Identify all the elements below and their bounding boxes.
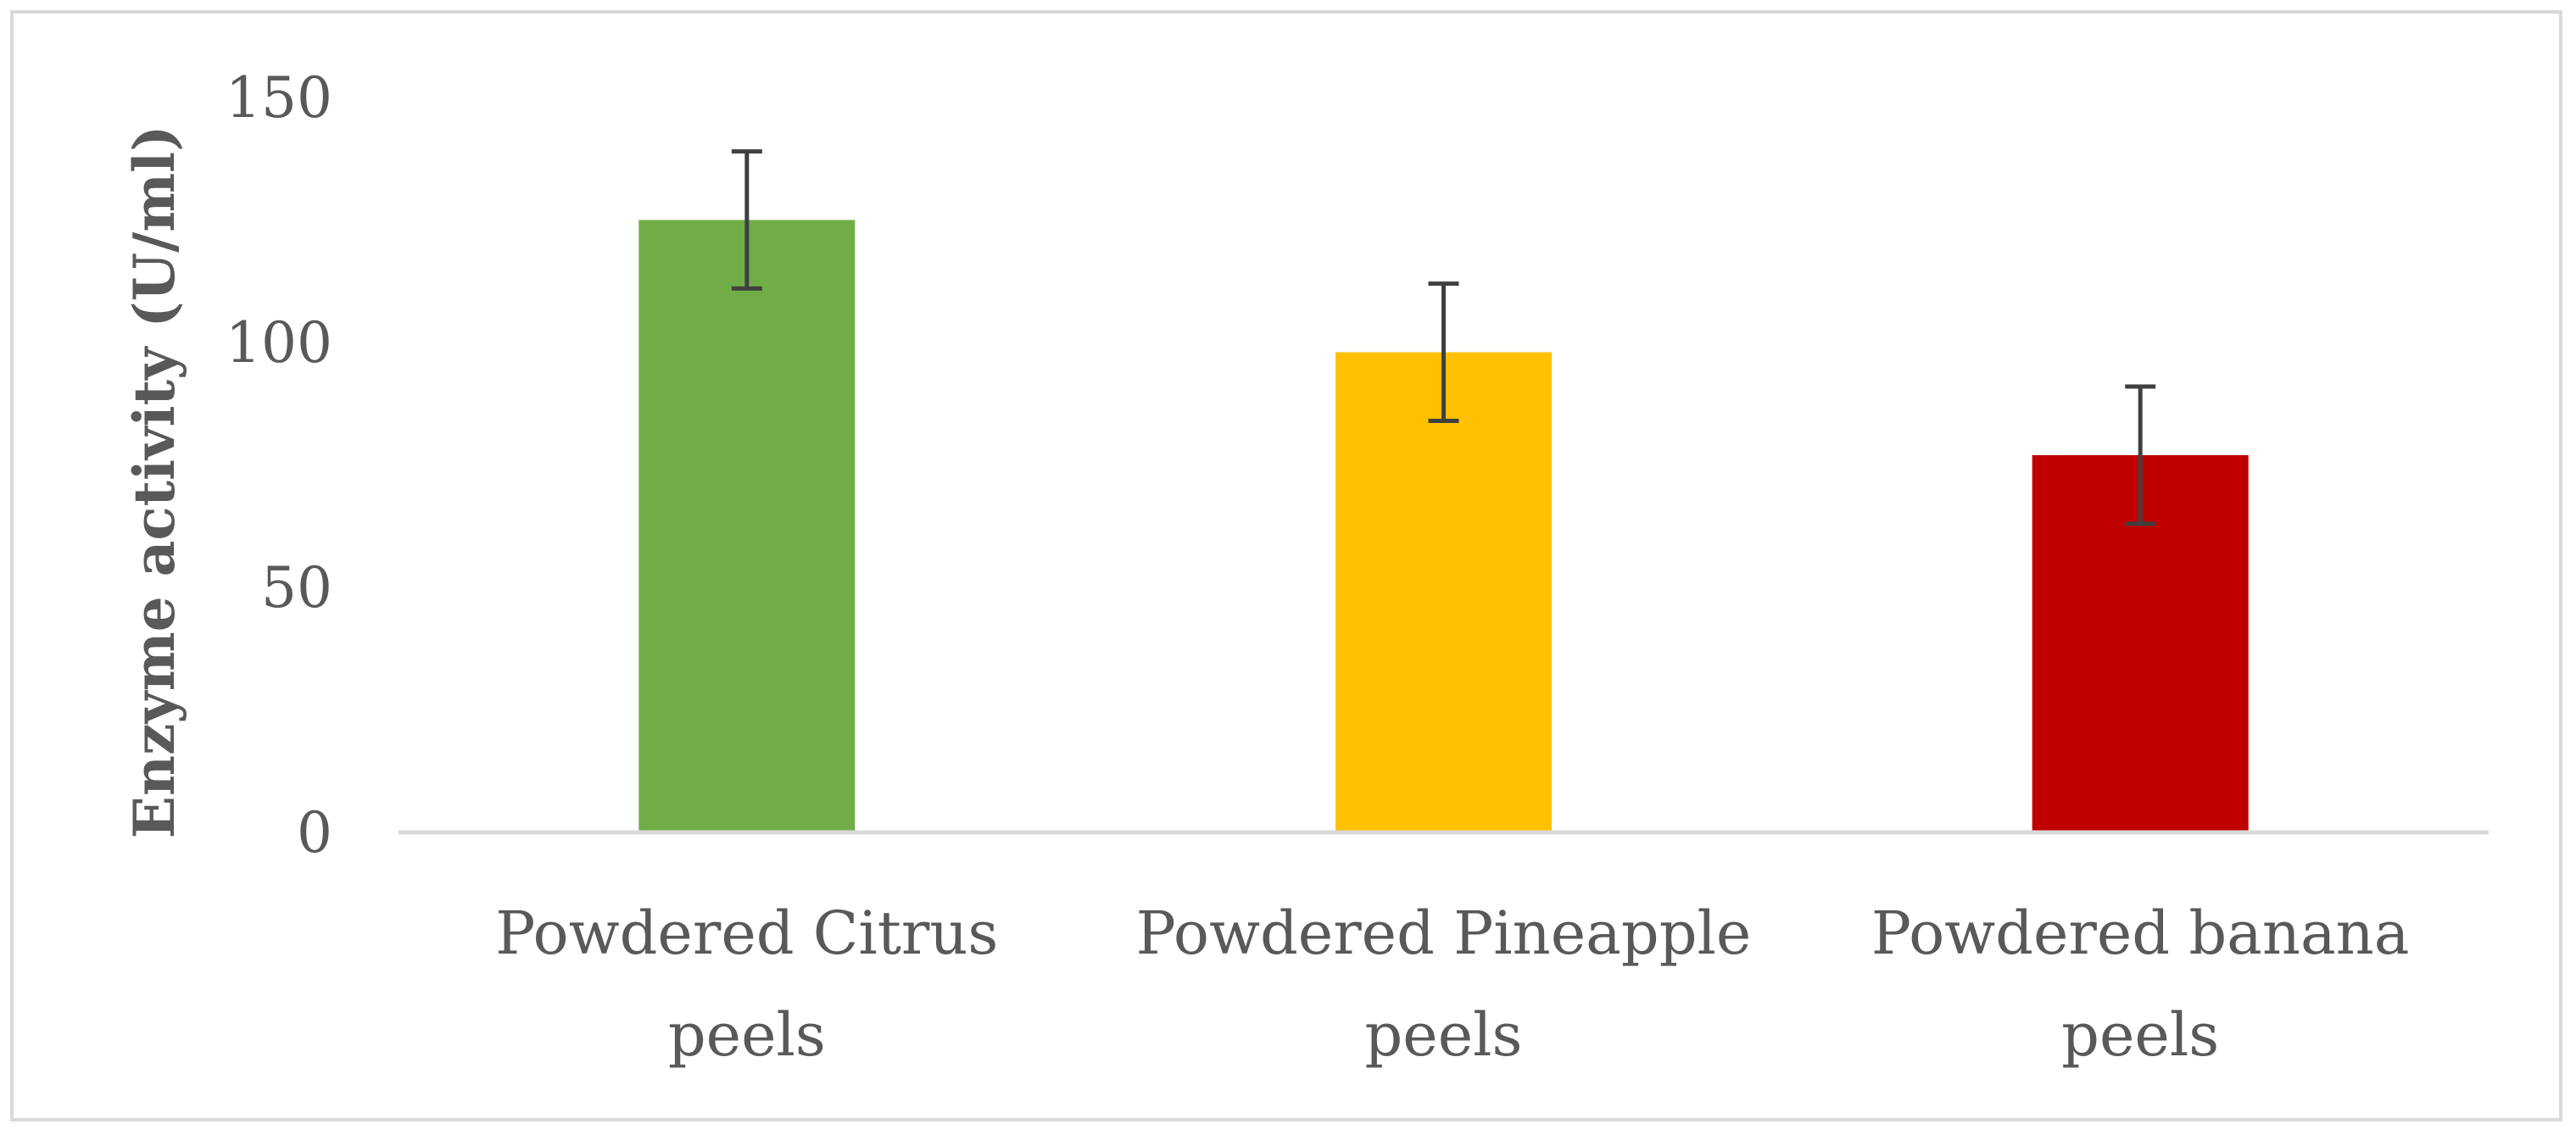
category-label-line: peels (2061, 1000, 2219, 1070)
category-label-line: peels (668, 1000, 826, 1070)
category-label: Powdered banana peels (1871, 899, 2410, 1070)
y-tick-label: 0 (297, 800, 332, 865)
error-bar (1428, 281, 1459, 423)
category-label-line: Powdered Pineapple (1136, 899, 1752, 968)
error-bar (2125, 384, 2156, 526)
category-label: Powdered Pineapple peels (1136, 899, 1752, 1070)
error-bar (731, 149, 762, 291)
bars-group (638, 220, 2249, 832)
error-bars-group (731, 149, 2156, 526)
category-labels: Powdered Citrus peels Powdered Pineapple pe… (495, 899, 2409, 1070)
category-label: Powdered Citrus peels (495, 899, 998, 1070)
category-label-line: peels (1365, 1000, 1523, 1070)
y-axis-title: Enzyme activity (U/ml) (121, 125, 187, 839)
y-tick-label: 150 (226, 65, 332, 131)
category-label-line: Powdered Citrus (495, 899, 998, 968)
y-tick-label: 100 (226, 310, 332, 376)
bar (638, 220, 856, 832)
y-tick-labels: 0 50 100 150 (226, 65, 332, 865)
bar (1335, 352, 1552, 832)
y-tick-label: 50 (261, 555, 332, 620)
category-label-line: Powdered banana (1871, 899, 2410, 968)
